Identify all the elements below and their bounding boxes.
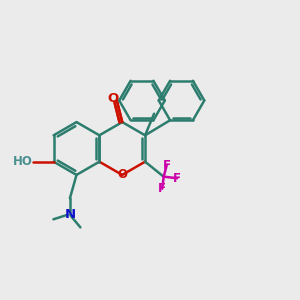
Text: O: O	[118, 168, 128, 182]
Text: HO: HO	[13, 154, 33, 168]
Text: F: F	[158, 182, 166, 195]
Text: N: N	[64, 208, 76, 221]
Text: F: F	[173, 172, 181, 185]
Text: O: O	[108, 92, 119, 105]
Text: F: F	[163, 159, 171, 172]
